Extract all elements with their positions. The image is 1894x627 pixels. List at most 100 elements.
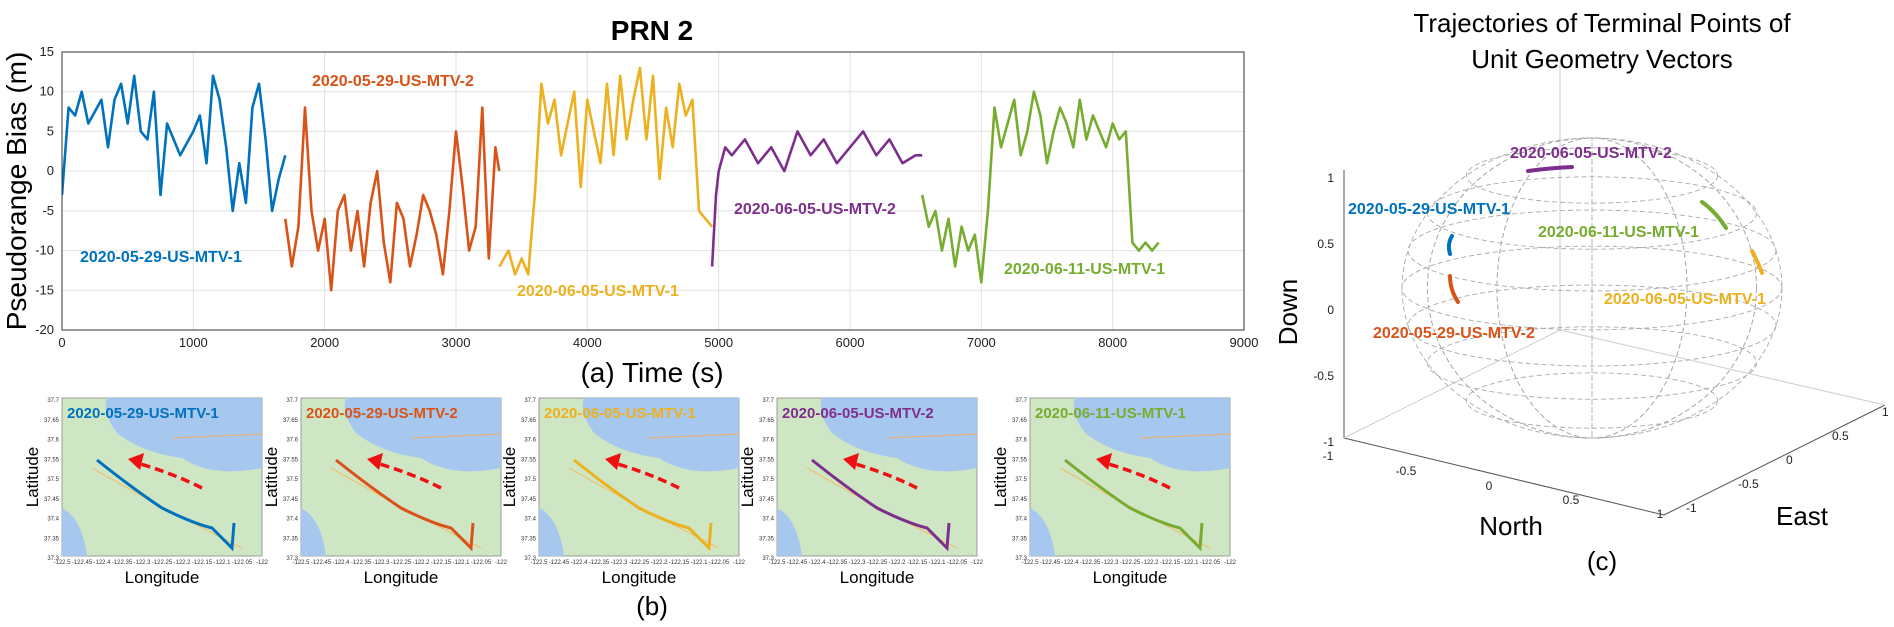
x-axis-title: Time (s) [622,357,724,388]
lon-tick: -122.5 [530,560,548,566]
lat-tick: 37.7 [1015,398,1027,404]
north-axis-label: North [1479,511,1543,541]
lon-tick: -122.2 [412,560,430,566]
longitude-label: Longitude [364,568,439,587]
x-tick-label: 4000 [573,335,602,350]
lon-tick: -122.5 [292,560,310,566]
y-tick-label: -5 [42,203,54,218]
series-line-2020-05-29-US-MTV-1 [62,74,287,213]
lon-tick: -122.4 [1061,560,1079,566]
map-2020-06-11-US-MTV-1: 2020-06-11-US-MTV-1-122.5 -122.45 -122.4 -1… [991,397,1237,587]
lon-tick: -122.15 [669,560,690,566]
lat-tick: 37.6 [762,438,774,444]
map-bay [105,398,262,472]
y-tick-label: -20 [35,322,54,337]
annotation-mtv2-0605: 2020-06-05-US-MTV-2 [734,201,896,218]
lon-tick: -122.15 [907,560,928,566]
lon-tick: -122.35 [827,560,848,566]
latitude-label: Latitude [500,447,519,508]
sphere-meridian [1427,137,1757,439]
map-title: 2020-06-11-US-MTV-1 [1035,405,1186,422]
lat-tick: 37.45 [521,497,537,503]
lat-tick: 37.55 [283,457,299,463]
panel-c-sphere: Trajectories of Terminal Points of Unit … [1273,8,1889,576]
down-tick: 0 [1327,303,1334,317]
lon-tick: -122.35 [351,560,372,566]
x-tick-label: 0 [58,335,65,350]
x-tick-label: 1000 [179,335,208,350]
annotation-mtv1-0611: 2020-06-11-US-MTV-1 [1004,261,1165,278]
map-route [1064,458,1204,552]
lon-tick: -122.1 [452,560,470,566]
direction-arrowhead [1096,453,1112,470]
lon-tick: -122.1 [213,560,231,566]
lat-tick: 37.65 [759,418,775,424]
lat-tick: 37.7 [762,398,774,404]
down-tick: 0.5 [1317,237,1334,251]
panel-c-label: (c) [1587,546,1617,576]
latitude-label: Latitude [991,447,1010,508]
lon-tick: -122.35 [1080,560,1101,566]
east-axis-label: East [1776,501,1829,531]
map-ocean [539,508,564,556]
lon-tick: -122.35 [589,560,610,566]
arc-label-mtv1-0529: 2020-05-29-US-MTV-1 [1348,201,1510,218]
lat-tick: 37.6 [524,438,536,444]
direction-arrow [136,461,203,490]
lat-tick: 37.4 [47,517,59,523]
x-tick-label: 5000 [704,335,733,350]
chart-title: PRN 2 [611,15,693,46]
north-tick: -0.5 [1396,464,1417,478]
lat-tick: 37.5 [47,477,59,483]
annotation-mtv2-0529: 2020-05-29-US-MTV-2 [312,73,474,90]
direction-arrow [375,461,442,490]
annotation-mtv1-0529: 2020-05-29-US-MTV-1 [80,249,242,266]
north-tick: 0.5 [1563,493,1580,507]
lon-tick: -122.05 [1200,560,1221,566]
arc-mtv2-0605 [1526,165,1574,173]
north-tick: -1 [1323,449,1334,463]
map-route [573,458,713,552]
lon-tick: -122.1 [690,560,708,566]
lat-tick: 37.6 [1015,438,1027,444]
direction-arrow [613,461,680,490]
lon-tick: -122.25 [629,560,650,566]
lat-tick: 37.3 [762,556,774,562]
lat-tick: 37.3 [1015,556,1027,562]
sphere-title-line1: Trajectories of Terminal Points of [1413,8,1791,38]
map-bridge [886,433,978,439]
direction-arrowhead [367,453,383,470]
lon-tick: -122.15 [431,560,452,566]
longitude-label: Longitude [125,568,200,587]
lon-tick: -122.45 [311,560,332,566]
x-tick-label: 8000 [1098,335,1127,350]
unit-sphere-wireframe [1401,137,1783,439]
lat-tick: 37.55 [44,457,60,463]
map-2020-05-29-US-MTV-1: 2020-05-29-US-MTV-1-122.5 -122.45 -122.4 -1… [23,397,269,587]
lon-tick: -122.3 [610,560,628,566]
lon-tick: -122.45 [72,560,93,566]
y-tick-label: -15 [35,282,54,297]
svg-text:(a) Time (s): (a) Time (s) [580,357,723,388]
plot-frame [61,51,1245,331]
lon-tick: -122 [495,560,508,566]
direction-arrow [851,461,918,490]
map-route [335,458,475,552]
direction-arrowhead [605,453,621,470]
lon-tick: -122.4 [332,560,350,566]
lon-tick: -122.2 [650,560,668,566]
lon-tick: -122.4 [570,560,588,566]
map-route [96,458,236,552]
lat-tick: 37.5 [286,477,298,483]
lat-tick: 37.4 [286,517,298,523]
arc-mtv2-0529 [1448,274,1460,304]
sphere-latitude [1407,284,1777,367]
east-tick: -0.5 [1738,477,1759,491]
direction-arrowhead [843,453,859,470]
lon-tick: -122.1 [928,560,946,566]
lat-tick: 37.45 [44,497,60,503]
east-tick: 0 [1786,453,1793,467]
panel-a-label: (a) [580,357,614,388]
map-ocean [777,508,802,556]
lat-tick: 37.3 [47,556,59,562]
